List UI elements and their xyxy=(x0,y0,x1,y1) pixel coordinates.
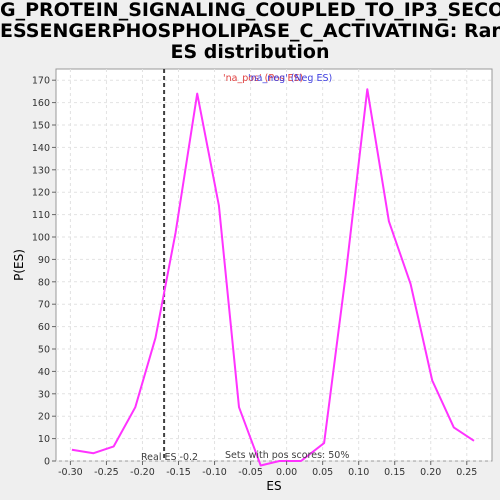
y-tick-label: 130 xyxy=(32,165,50,176)
y-tick-label: 160 xyxy=(32,98,50,109)
pos-scores-label: Sets with pos scores: 50% xyxy=(225,450,349,461)
x-tick-label: 0.25 xyxy=(456,467,477,478)
x-tick-label: 0.00 xyxy=(276,467,297,478)
y-tick-label: 140 xyxy=(32,143,50,154)
x-tick-label: -0.15 xyxy=(166,467,191,478)
x-tick-label: 0.10 xyxy=(348,467,369,478)
x-tick-label: 0.05 xyxy=(312,467,333,478)
y-tick-label: 40 xyxy=(38,367,50,378)
y-tick-label: 30 xyxy=(38,389,50,400)
chart-title-line-2: ESSENGERPHOSPHOLIPASE_C_ACTIVATING: Rand… xyxy=(0,20,500,42)
y-tick-label: 100 xyxy=(32,233,50,244)
x-tick-label: -0.20 xyxy=(130,467,155,478)
y-tick-label: 170 xyxy=(32,76,50,87)
y-tick-label: 20 xyxy=(38,412,50,423)
real-es-label: Real ES -0.2 xyxy=(141,452,198,463)
x-tick-label: 0.20 xyxy=(420,467,441,478)
y-tick-label: 50 xyxy=(38,345,50,356)
y-tick-label: 150 xyxy=(32,121,50,132)
chart-title: G_PROTEIN_SIGNALING_COUPLED_TO_IP3_SECON… xyxy=(0,0,500,63)
x-axis-label: ES xyxy=(266,479,281,493)
y-tick-label: 90 xyxy=(38,255,50,266)
y-tick-label: 70 xyxy=(38,300,50,311)
es-distribution-series-line xyxy=(71,88,475,467)
x-tick-label: -0.05 xyxy=(238,467,263,478)
y-tick-label: 0 xyxy=(44,457,50,468)
y-tick-label: 120 xyxy=(32,188,50,199)
x-tick-label: -0.30 xyxy=(58,467,83,478)
legend-entry-neg: 'na_neg' (Neg ES) xyxy=(248,73,332,84)
y-tick-label: 110 xyxy=(32,210,50,221)
chart-title-line-3: ES distribution xyxy=(170,41,330,63)
plot-area xyxy=(55,68,493,462)
x-tick-label: -0.10 xyxy=(202,467,227,478)
x-tick-label: 0.15 xyxy=(384,467,405,478)
chart-title-line-1: G_PROTEIN_SIGNALING_COUPLED_TO_IP3_SECON… xyxy=(0,0,500,21)
y-tick-label: 10 xyxy=(38,434,50,445)
y-tick-label: 60 xyxy=(38,322,50,333)
y-tick-label: 80 xyxy=(38,277,50,288)
x-tick-label: -0.25 xyxy=(94,467,119,478)
y-axis-label: P(ES) xyxy=(12,249,26,281)
legend-entry-pos: 'na_pos' (Pos ES) xyxy=(223,73,303,84)
